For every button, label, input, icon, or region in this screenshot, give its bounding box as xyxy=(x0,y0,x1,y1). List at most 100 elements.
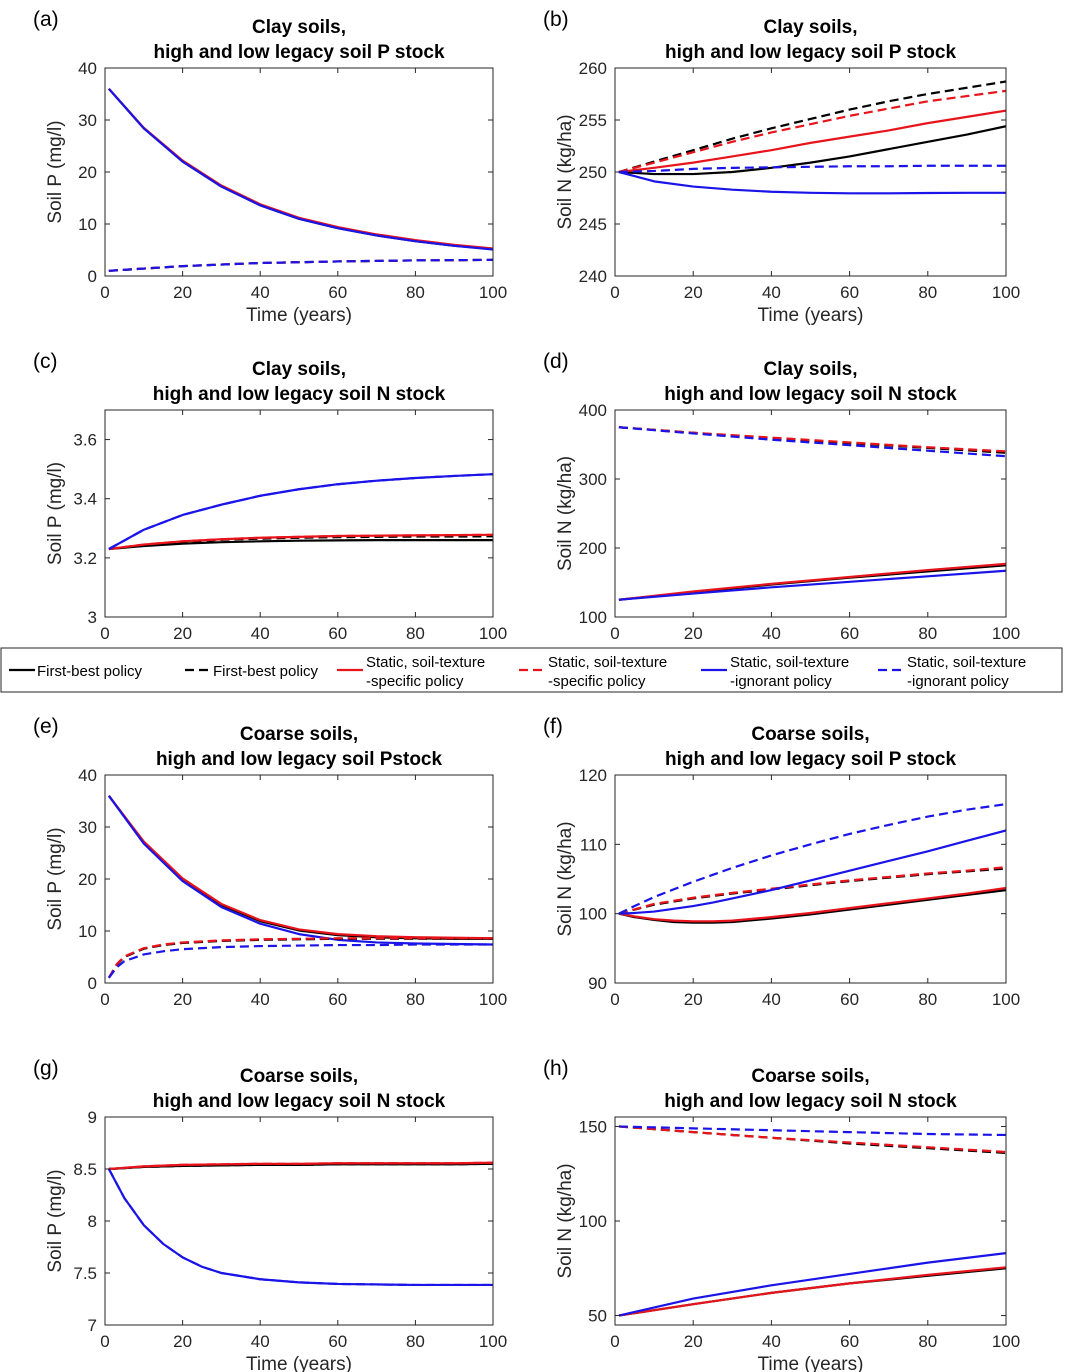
series-line-dashed-5 xyxy=(618,1125,1006,1137)
y-axis-label: Soil N (kg/ha) xyxy=(555,821,576,936)
y-tick-label: 8.5 xyxy=(73,1160,97,1179)
panel-e: 0 20 40 60 80 100 0 10 20 30 40 Soil P (mg/l) Coarse… xyxy=(33,715,507,1009)
series-line-solid-4 xyxy=(108,88,493,251)
x-tick-label: 60 xyxy=(328,624,347,643)
x-tick-label: 20 xyxy=(684,283,703,302)
x-tick-label: 0 xyxy=(100,283,109,302)
y-tick-label: 9 xyxy=(88,1108,97,1127)
series-line-solid-2 xyxy=(618,886,1006,923)
y-tick-label: 100 xyxy=(579,1212,607,1231)
y-axis-label: Soil P (mg/l) xyxy=(45,1169,66,1272)
panel-title-line1: Clay soils, xyxy=(252,17,346,38)
x-tick-label: 100 xyxy=(992,1332,1020,1351)
series-line-solid-0 xyxy=(618,125,1006,176)
y-tick-label: 10 xyxy=(78,922,97,941)
y-tick-label: 255 xyxy=(579,111,607,130)
y-axis-label: Soil N (kg/ha) xyxy=(555,114,576,229)
x-tick-label: 60 xyxy=(840,624,859,643)
series-line-dashed-3 xyxy=(618,866,1006,915)
series-line-dashed-3 xyxy=(618,426,1006,453)
panel-title-line1: Coarse soils, xyxy=(751,1066,869,1087)
y-tick-label: 245 xyxy=(579,215,607,234)
series-line-solid-4 xyxy=(618,829,1006,915)
series-line-solid-4 xyxy=(107,795,493,946)
y-tick-label: 3.2 xyxy=(73,549,97,568)
x-tick-label: 0 xyxy=(610,990,619,1009)
x-tick-label: 40 xyxy=(762,990,781,1009)
panel-label: (b) xyxy=(543,8,569,31)
series-line-solid-4 xyxy=(618,569,1006,601)
y-tick-label: 100 xyxy=(579,905,607,924)
x-tick-label: 20 xyxy=(684,1332,703,1351)
y-tick-label: 8 xyxy=(88,1212,97,1231)
x-tick-label: 0 xyxy=(100,990,109,1009)
series-group xyxy=(107,1161,493,1287)
x-tick-label: 100 xyxy=(479,283,507,302)
series-line-dashed-1 xyxy=(618,80,1006,174)
series-group xyxy=(618,80,1006,195)
panel-title-line2: high and low legacy soil P stock xyxy=(665,42,956,63)
legend-label-5-line1: Static, soil-texture xyxy=(907,654,1026,671)
y-tick-label: 40 xyxy=(78,766,97,785)
series-line-dashed-5 xyxy=(618,803,1006,915)
series-line-dashed-3 xyxy=(108,258,493,272)
series-line-solid-4 xyxy=(618,1252,1006,1317)
series-line-solid-0 xyxy=(618,1267,1006,1317)
series-line-solid-0 xyxy=(107,795,493,940)
plot-frame xyxy=(104,1116,494,1326)
y-axis-label: Soil N (kg/ha) xyxy=(555,456,576,571)
legend-label-0: First-best policy xyxy=(37,663,143,680)
plot-frame xyxy=(104,67,494,277)
panel-title-line2: high and low legacy soil P stock xyxy=(153,42,444,63)
series-line-solid-0 xyxy=(108,539,493,551)
y-tick-label: 7.5 xyxy=(73,1264,97,1283)
x-tick-label: 20 xyxy=(173,283,192,302)
panel-title-line2: high and low legacy soil N stock xyxy=(664,384,957,405)
x-tick-label: 60 xyxy=(328,990,347,1009)
panel-title-line1: Coarse soils, xyxy=(751,724,869,745)
series-group xyxy=(108,88,493,272)
series-line-dashed-5 xyxy=(108,473,493,550)
y-tick-label: 40 xyxy=(78,59,97,78)
series-line-solid-2 xyxy=(618,562,1006,601)
panel-title-line1: Coarse soils, xyxy=(240,1066,358,1087)
x-tick-label: 20 xyxy=(684,624,703,643)
series-line-dashed-5 xyxy=(107,943,493,979)
x-tick-label: 100 xyxy=(479,1332,507,1351)
y-axis-label: Soil P (mg/l) xyxy=(45,462,66,565)
x-tick-label: 60 xyxy=(840,283,859,302)
y-tick-label: 3 xyxy=(88,608,97,627)
plot-frame xyxy=(614,409,1007,618)
x-tick-label: 20 xyxy=(684,990,703,1009)
panel-b: 0 20 40 60 80 100 240 245 250 255 260 Soil N (kg/ha… xyxy=(543,8,1020,326)
x-tick-label: 40 xyxy=(762,1332,781,1351)
panel-title-line2: high and low legacy soil N stock xyxy=(664,1091,957,1112)
series-line-dashed-3 xyxy=(618,89,1006,174)
legend-label-5-line2: -ignorant policy xyxy=(907,673,1009,690)
x-tick-label: 0 xyxy=(610,283,619,302)
panel-title-line2: high and low legacy soil Pstock xyxy=(156,749,443,770)
x-tick-label: 0 xyxy=(100,1332,109,1351)
y-tick-label: 90 xyxy=(588,974,607,993)
x-tick-label: 100 xyxy=(992,624,1020,643)
x-tick-label: 0 xyxy=(610,1332,619,1351)
series-line-dashed-3 xyxy=(107,937,493,979)
series-line-dashed-5 xyxy=(618,426,1006,458)
y-axis-label: Soil P (mg/l) xyxy=(45,120,66,223)
x-tick-label: 40 xyxy=(762,624,781,643)
y-tick-label: 120 xyxy=(579,766,607,785)
series-group xyxy=(618,1125,1006,1317)
x-tick-label: 80 xyxy=(406,1332,425,1351)
x-axis-label: Time (years) xyxy=(246,305,352,326)
y-axis-label: Soil N (kg/ha) xyxy=(555,1163,576,1278)
y-tick-label: 0 xyxy=(88,267,97,286)
x-tick-label: 0 xyxy=(610,624,619,643)
series-line-solid-4 xyxy=(618,170,1006,195)
panel-d: 0 20 40 60 80 100 100 200 300 400 Soil N (kg/ha) Cl… xyxy=(543,350,1020,643)
legend-label-1: First-best policy xyxy=(213,663,319,680)
legend: First-best policy First-best policy Static… xyxy=(0,647,1063,693)
x-tick-label: 60 xyxy=(328,283,347,302)
panel-label: (f) xyxy=(543,715,563,738)
legend-label-3-line1: Static, soil-texture xyxy=(548,654,667,671)
